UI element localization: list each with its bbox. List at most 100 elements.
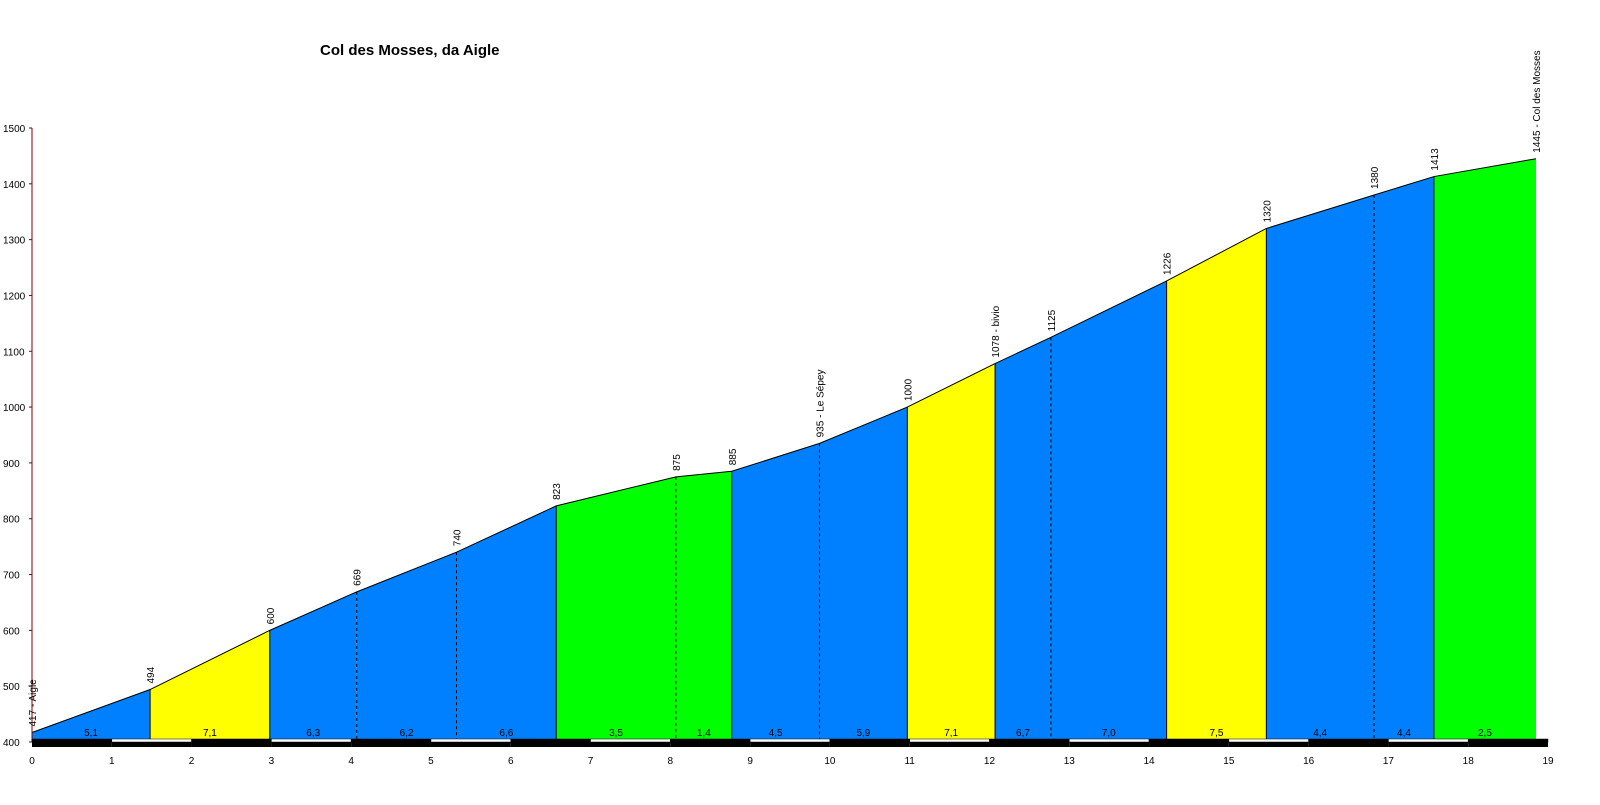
x-tick-label: 11 [904, 756, 915, 767]
x-tick-label: 16 [1303, 756, 1315, 767]
point-label: 885 [728, 448, 739, 465]
segment-fill [1433, 158, 1537, 742]
x-scale-stripe [430, 738, 511, 743]
y-tick-label: 400 [3, 738, 20, 749]
point-label: 417 - Aigle [28, 679, 39, 727]
gradient-label: 7,1 [944, 728, 958, 739]
x-scale-stripe [829, 738, 910, 743]
gradient-label: 1,4 [697, 728, 711, 739]
segment-fill [456, 505, 557, 742]
x-scale-bar [191, 742, 272, 747]
x-tick-label: 12 [984, 756, 996, 767]
x-scale-stripe [1069, 738, 1150, 743]
y-tick-label: 1000 [3, 403, 26, 414]
x-scale-bar [111, 742, 192, 747]
gradient-label: 4,4 [1313, 728, 1327, 739]
segment-fill [1374, 176, 1434, 742]
x-tick-label: 6 [508, 756, 514, 767]
segment-fill [1166, 228, 1267, 743]
x-scale-bar [1308, 742, 1389, 747]
segment-fill [995, 337, 1051, 742]
x-scale-bar [750, 742, 830, 747]
x-scale-stripe [1308, 738, 1389, 743]
y-tick-label: 800 [3, 515, 20, 526]
gradient-label: 7,1 [203, 728, 217, 739]
x-scale-bar [989, 742, 1070, 747]
segment-fill [1050, 280, 1167, 742]
x-scale-stripe [1228, 738, 1309, 743]
profile-line [31, 158, 1537, 733]
point-label: 740 [452, 529, 463, 546]
segment-fills [32, 158, 1537, 743]
profile-polyline [31, 158, 1537, 733]
point-label: 669 [353, 569, 364, 586]
y-tick-label: 700 [3, 571, 20, 582]
x-scale-bar [271, 742, 352, 747]
x-scale-stripe [510, 738, 591, 743]
point-label: 823 [552, 483, 563, 500]
point-labels: 417 - Aigle 494 600 669 740 823 875 885 935 - Le… [28, 50, 1543, 726]
x-scale-stripe [111, 738, 192, 743]
point-label: 1320 [1262, 200, 1273, 223]
chart-title: Col des Mosses, da Aigle [320, 42, 500, 59]
x-tick-label: 2 [189, 756, 195, 767]
segment-fill [1266, 194, 1375, 742]
x-scale-bar [670, 742, 751, 747]
x-tick-label: 19 [1542, 756, 1554, 767]
y-tick-label: 1100 [3, 347, 25, 358]
x-tick-label: 10 [824, 756, 836, 767]
gradient-label: 5,1 [84, 728, 98, 739]
y-tick-label: 1200 [3, 291, 26, 302]
x-tick-label: 18 [1463, 756, 1475, 767]
point-label: 600 [266, 607, 277, 624]
x-scale-bar [1069, 742, 1150, 747]
x-scale-stripe [1148, 738, 1230, 743]
x-scale-stripe [1467, 738, 1549, 743]
point-label: 1413 [1430, 148, 1441, 171]
x-scale-stripe [31, 738, 113, 743]
x-scale-bar [590, 742, 671, 747]
y-tick-label: 1400 [3, 180, 26, 191]
gradient-label: 3,5 [609, 728, 623, 739]
x-tick-label: 3 [269, 756, 275, 767]
x-tick-label: 5 [428, 756, 434, 767]
gradient-label: 4,5 [769, 728, 783, 739]
segment-fill [269, 591, 357, 742]
gradient-label: 6,3 [306, 728, 320, 739]
x-tick-label: 15 [1223, 756, 1235, 767]
gradient-label: 6,6 [499, 728, 513, 739]
x-scale-stripe [749, 738, 831, 743]
segment-fill [150, 630, 270, 742]
x-scale-stripe [350, 738, 432, 743]
gradient-label: 7,5 [1210, 728, 1224, 739]
segment-fill [556, 476, 676, 742]
x-tick-label: 13 [1064, 756, 1076, 767]
x-scale-bar [32, 742, 112, 747]
y-tick-label: 900 [3, 459, 20, 470]
x-scale-bar [1388, 742, 1469, 747]
x-scale-stripe [590, 738, 671, 743]
x-scale-stripe [1388, 738, 1469, 743]
segment-fill [819, 407, 908, 742]
gradient-label: 6,7 [1016, 728, 1030, 739]
x-scale-bar [1228, 742, 1309, 747]
y-tick-label: 500 [3, 682, 20, 693]
x-scale-stripe [989, 738, 1070, 743]
point-label: 1125 [1047, 309, 1058, 331]
segment-dividers [149, 176, 1435, 742]
segment-fill [356, 552, 457, 742]
gradient-label: 6,2 [400, 728, 414, 739]
x-tick-label: 17 [1383, 756, 1395, 767]
x-scale-bar [1468, 742, 1548, 747]
segment-fill [32, 689, 151, 742]
x-tick-label: 9 [747, 756, 753, 767]
gradient-label: 2,5 [1478, 728, 1492, 739]
gradient-label: 4,4 [1397, 728, 1411, 739]
segment-fill [731, 443, 820, 742]
x-scale-bar [430, 742, 511, 747]
point-label: 1445 - Col des Mosses [1532, 50, 1543, 152]
x-tick-label: 4 [348, 756, 354, 767]
x-scale-stripe [191, 738, 272, 743]
x-scale-stripe [670, 738, 751, 743]
